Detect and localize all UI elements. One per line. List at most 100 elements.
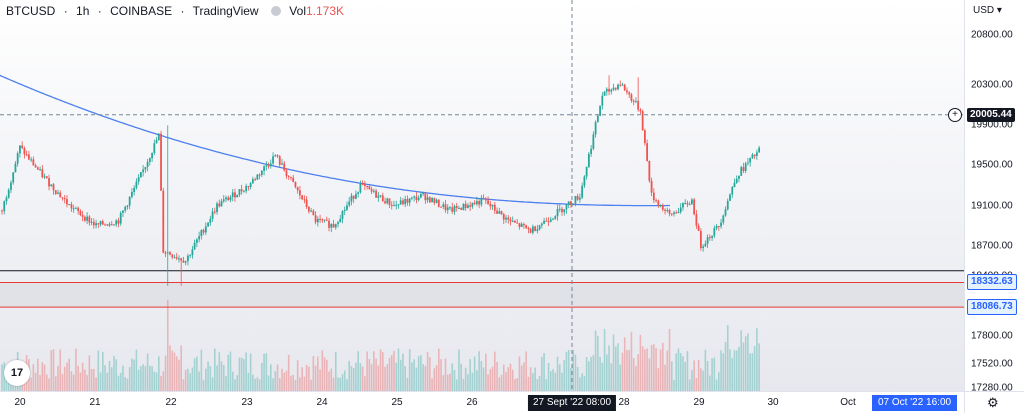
volume-bar: [182, 379, 185, 391]
add-alert-plus-icon[interactable]: +: [948, 107, 962, 122]
volume-bar: [570, 367, 572, 391]
volume-bar: [523, 362, 525, 391]
volume-bar: [726, 325, 729, 391]
volume-bar: [93, 368, 95, 391]
candle-body: [753, 154, 756, 157]
candle-body: [25, 154, 28, 156]
interval-label[interactable]: 1h: [76, 4, 90, 18]
volume-bar: [202, 379, 205, 391]
chart-svg[interactable]: [0, 0, 964, 391]
candle-body: [191, 249, 194, 256]
volume-bar: [231, 371, 234, 391]
candle-body: [543, 220, 545, 224]
volume-bar: [601, 362, 604, 391]
candle-body: [61, 197, 64, 199]
exchange-label: COINBASE: [110, 4, 173, 18]
candle-body: [514, 220, 516, 223]
candle-body: [444, 204, 447, 211]
candle-body: [531, 226, 534, 233]
candle-body: [359, 183, 362, 193]
candle-body: [471, 202, 474, 207]
currency-selector[interactable]: USD ▾: [973, 5, 1002, 16]
candle-body: [41, 169, 44, 178]
candle-body: [711, 235, 713, 238]
volume-bar: [507, 367, 510, 391]
candle-body: [363, 184, 366, 186]
candle-body: [395, 204, 398, 206]
volume-bar: [536, 379, 539, 391]
volume-bar: [375, 358, 377, 391]
tradingview-logo-icon[interactable]: 17: [4, 360, 30, 386]
candle-body: [650, 180, 653, 193]
candle-body: [632, 100, 635, 102]
candle-body: [169, 252, 171, 255]
candle-body: [79, 210, 82, 215]
volume-bar: [429, 357, 431, 391]
volume-bar: [337, 377, 339, 391]
candle-body: [218, 203, 221, 207]
volume-bar: [576, 366, 579, 391]
candle-body: [211, 211, 214, 219]
volume-bar: [514, 379, 516, 391]
volume-bar: [610, 363, 613, 391]
volume-bar: [666, 350, 669, 391]
candle-body: [227, 197, 230, 201]
chart-area[interactable]: BTCUSD · 1h · COINBASE · TradingView Vol…: [0, 0, 964, 391]
candle-body: [386, 198, 389, 204]
symbol-label[interactable]: BTCUSD: [6, 4, 56, 18]
time-tick: 29: [693, 397, 705, 408]
candle-body: [520, 223, 523, 227]
candle-body: [453, 206, 456, 212]
candle-body: [525, 225, 528, 228]
volume-bar: [90, 368, 93, 391]
volume-bar: [547, 362, 550, 391]
gear-icon[interactable]: ⚙: [987, 395, 999, 410]
candle-body: [337, 222, 339, 225]
candle-body: [498, 211, 501, 214]
candle-body: [446, 207, 449, 211]
volume-bar: [68, 358, 70, 391]
volume-bar: [612, 334, 615, 391]
candle-body: [655, 200, 657, 202]
candle-body: [388, 198, 391, 205]
candle-body: [722, 215, 725, 223]
candle-body: [390, 204, 393, 206]
volume-bar: [283, 372, 286, 391]
candle-body: [23, 148, 26, 155]
volume-bar: [79, 372, 82, 391]
volume-bar: [438, 348, 440, 391]
volume-bar: [406, 377, 409, 391]
candle-body: [372, 190, 375, 192]
volume-bar: [171, 350, 174, 391]
candle-body: [424, 192, 427, 201]
volume-bar: [693, 360, 695, 391]
candle-body: [507, 217, 510, 220]
time-axis[interactable]: 20 21 22 23 24 25 26 28 29 30 Oct 27 Sept '22 08:0…: [0, 391, 964, 413]
candle-body: [52, 184, 55, 191]
candle-body: [249, 183, 252, 188]
volume-bar: [265, 353, 268, 391]
candle-body: [21, 145, 24, 149]
volume-bar: [245, 352, 247, 391]
candle-body: [428, 197, 431, 203]
price-tick: 17280.00: [971, 382, 1013, 394]
price-axis[interactable]: USD ▾ 20800.00 20300.00 19900.00 19500.00 19…: [964, 0, 1024, 394]
candle-body: [545, 220, 548, 222]
volume-bar: [296, 360, 299, 391]
volume-bar: [198, 371, 200, 391]
candle-body: [527, 227, 530, 230]
candle-body: [659, 204, 662, 206]
candle-body: [305, 199, 308, 207]
volume-bar: [756, 328, 758, 391]
candle-body: [464, 203, 467, 208]
candle-body: [518, 223, 521, 227]
candle-body: [160, 133, 162, 191]
volume-bar: [655, 348, 657, 391]
candle-body: [590, 148, 593, 154]
candle-body: [726, 200, 729, 210]
volume-bar: [644, 349, 646, 391]
volume-bar: [299, 377, 301, 391]
time-tick: 28: [618, 397, 630, 408]
volume-bar: [572, 349, 574, 391]
